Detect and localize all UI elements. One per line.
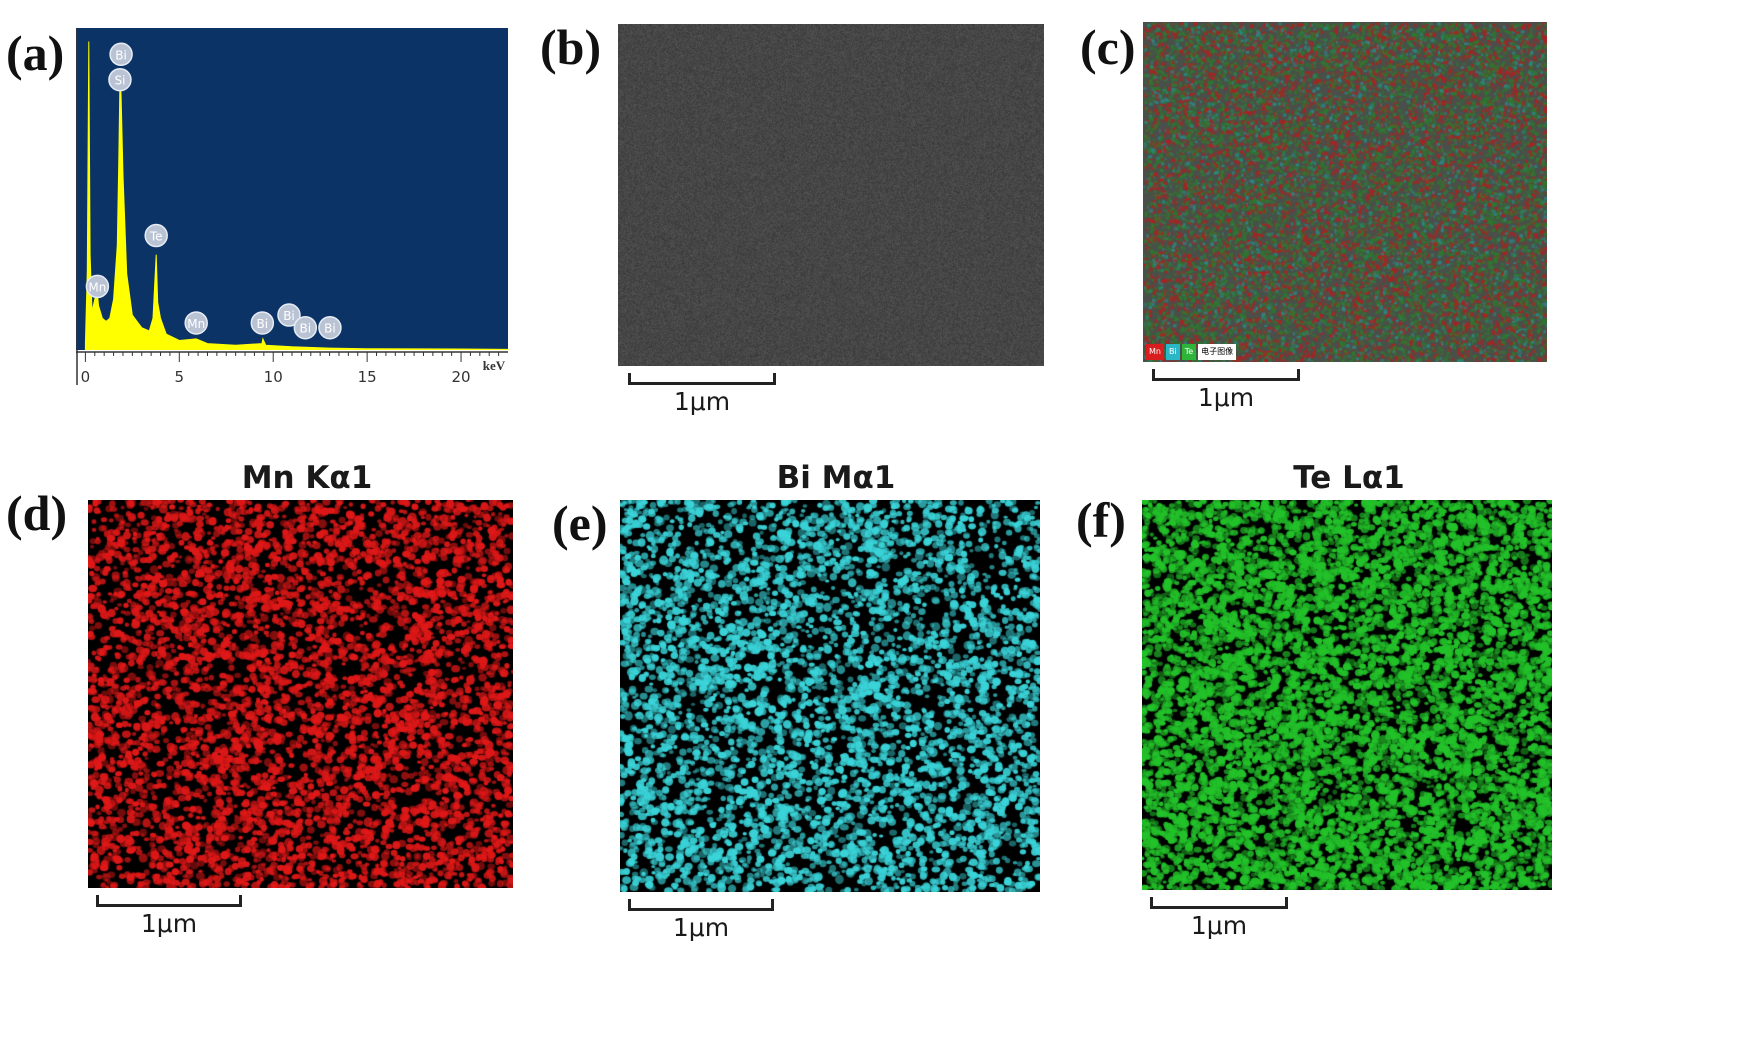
- peak-label: Bi: [324, 322, 336, 336]
- map-title-te: Te Lα1: [1293, 460, 1405, 496]
- peak-label: Mn: [187, 317, 205, 331]
- x-tick-label: 20: [451, 368, 470, 386]
- peak-label: Bi: [115, 48, 127, 62]
- peak-label-bubble: [109, 42, 133, 67]
- plot-background: [76, 28, 508, 350]
- x-axis-label: keV: [483, 358, 506, 373]
- peak-label-bubble: [277, 303, 301, 327]
- x-tick-label: 10: [264, 368, 283, 386]
- eds-spectrum-svg: 0 5 10 15 20 keV Bi Si Te Mn Mn Bi Bi Bi Bi: [76, 28, 509, 390]
- legend-electron-image: 电子图像: [1198, 344, 1237, 360]
- eds-spectrum-chart: 0 5 10 15 20 keV Bi Si Te Mn Mn Bi Bi Bi Bi: [76, 28, 516, 390]
- scalebar-b-label: 1μm: [673, 387, 731, 416]
- panel-label-b: (b): [540, 19, 602, 75]
- panel-label-d: (d): [6, 485, 68, 541]
- sem-image-canvas: [618, 24, 1044, 366]
- overlay-legend: Mn Bi Te 电子图像: [1146, 344, 1237, 360]
- peak-label-bubble: [250, 311, 275, 335]
- mn-element-map: [88, 500, 513, 888]
- overlay-map-canvas: [1143, 22, 1547, 362]
- panel-label-a: (a): [6, 25, 65, 81]
- mn-element-map-canvas: [88, 500, 513, 888]
- peak-label: Mn: [88, 280, 106, 294]
- peak-label-bubble: [108, 67, 132, 92]
- map-title-mn: Mn Kα1: [241, 460, 373, 496]
- bi-element-map: [620, 500, 1040, 892]
- te-element-map: [1142, 500, 1552, 890]
- peak-label: Bi: [283, 309, 295, 323]
- peak-label: Si: [114, 74, 125, 88]
- scalebar-d-label: 1μm: [140, 909, 198, 938]
- peak-label-bubble: [184, 311, 208, 335]
- panel-label-c: (c): [1080, 19, 1136, 75]
- x-tick-label: 15: [358, 368, 377, 386]
- legend-mn: Mn: [1146, 344, 1164, 360]
- bi-element-map-canvas: [620, 500, 1040, 892]
- overlay-map: Mn Bi Te 电子图像: [1143, 22, 1547, 362]
- peak-label-bubble: [85, 274, 110, 299]
- te-element-map-canvas: [1142, 500, 1552, 890]
- legend-te: Te: [1181, 344, 1197, 360]
- axis-area: [76, 350, 508, 390]
- panel-label-f: (f): [1076, 492, 1126, 548]
- map-title-bi: Bi Mα1: [776, 460, 896, 496]
- scalebar-f-label: 1μm: [1190, 911, 1248, 940]
- peak-label-bubble: [318, 315, 342, 340]
- peak-label: Te: [149, 230, 163, 244]
- sem-image: [618, 24, 1044, 366]
- peak-label-bubble: [144, 223, 168, 248]
- x-tick-label: 5: [175, 368, 185, 386]
- scalebar-e-label: 1μm: [672, 913, 730, 942]
- peak-label: Bi: [300, 322, 312, 336]
- peak-label-bubble: [293, 315, 318, 340]
- peak-label: Bi: [257, 317, 269, 331]
- panel-label-e: (e): [552, 495, 608, 551]
- legend-bi: Bi: [1165, 344, 1180, 360]
- x-tick-label: 0: [81, 368, 91, 386]
- scalebar-c-label: 1μm: [1197, 383, 1255, 412]
